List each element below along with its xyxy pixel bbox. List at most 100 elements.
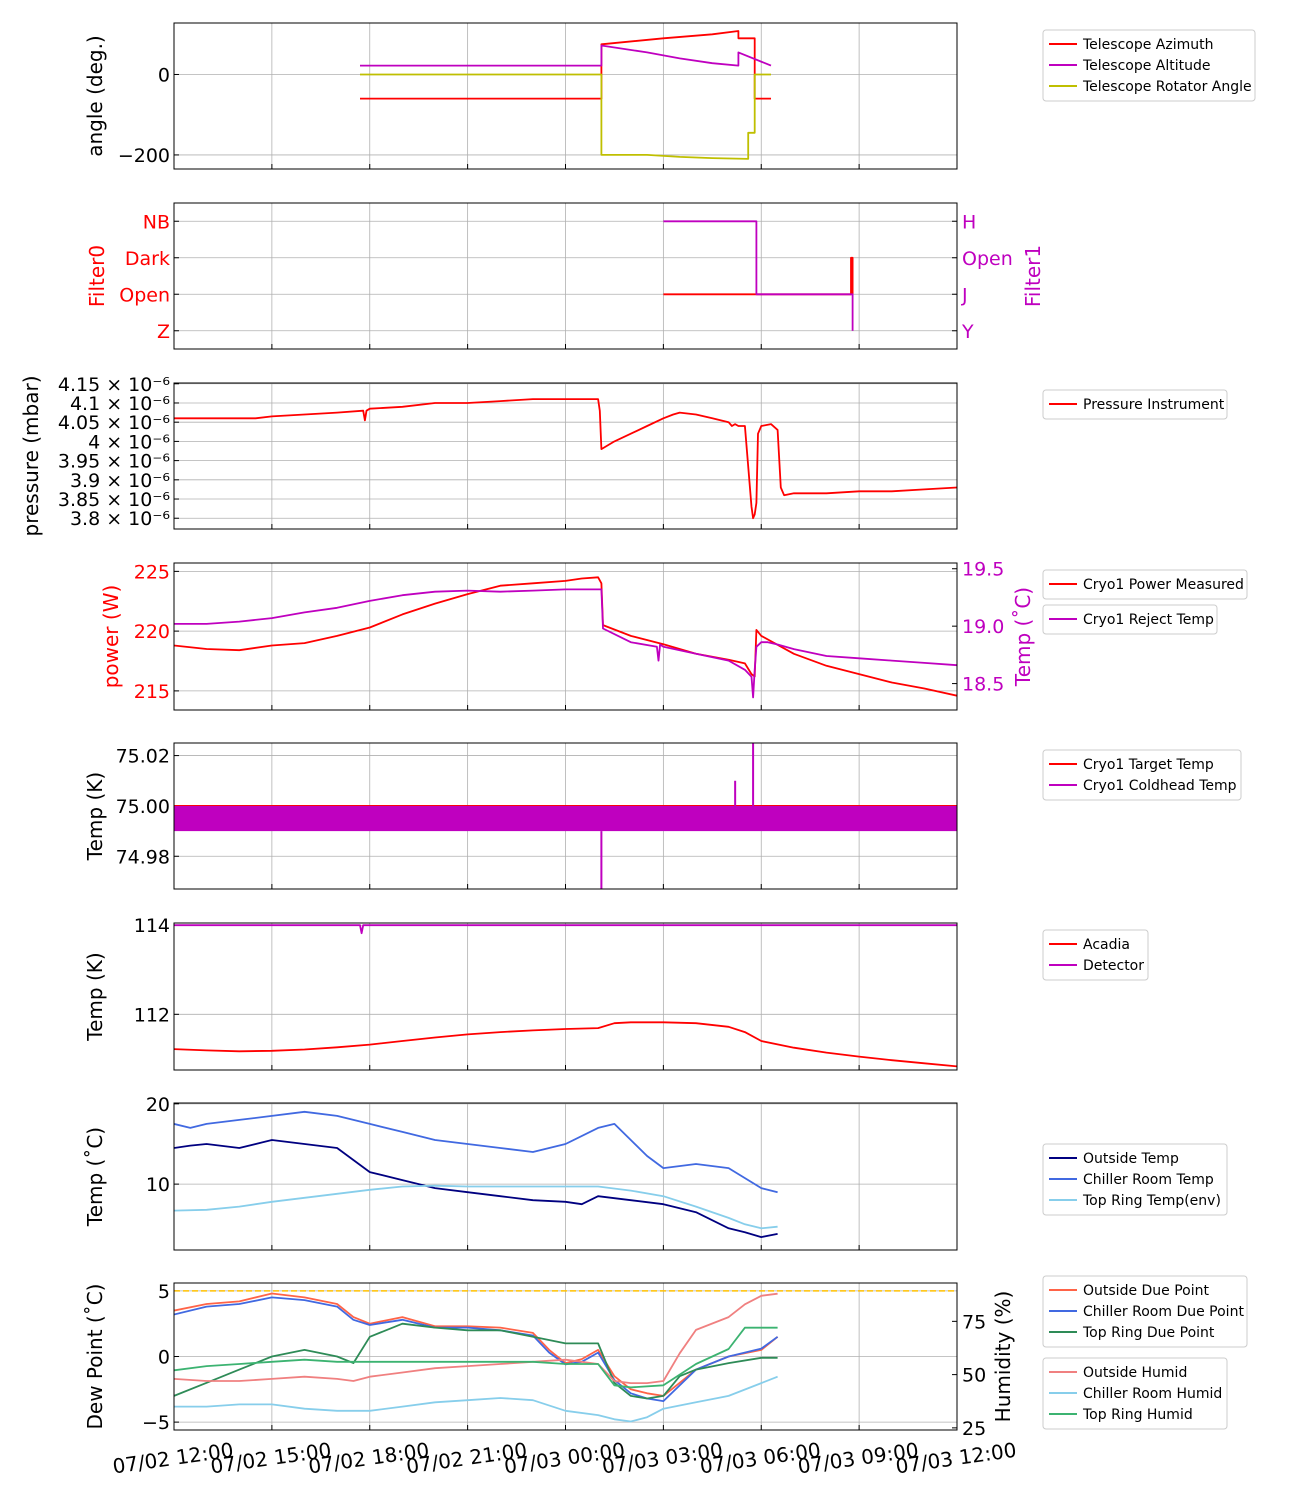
legend-entry: Chiller Room Due Point xyxy=(1083,1304,1244,1320)
y-axis-label: Dew Point (˚C) xyxy=(83,1283,107,1429)
legend: Cryo1 Target Temp Cryo1 Coldhead Temp xyxy=(1042,749,1242,801)
y-tick-label: 10 xyxy=(146,1174,170,1196)
panel-2: Z Open Dark NB YJ Open H Filter0 Filter1 xyxy=(85,202,1045,350)
y-tick-label: 75.02 xyxy=(116,746,170,768)
y-tick-label: 5 xyxy=(158,1281,170,1303)
y-tick-label: Open xyxy=(119,284,170,306)
panel-4: 215 220 225 18.5 19.0 19.5 power (W) Temp (˚C) C… xyxy=(99,559,1248,711)
panel-5: 74.98 75.00 75.02 Temp (K) Cryo1 Target Temp… xyxy=(83,742,1242,890)
y-tick-label-right: Open xyxy=(962,248,1013,270)
y-tick-label-right: 25 xyxy=(962,1418,986,1440)
y-tick-label: 4.15 × 10⁻⁶ xyxy=(58,374,170,396)
legend-entry: Telescope Altitude xyxy=(1082,58,1211,74)
legend-entry: Top Ring Temp(env) xyxy=(1082,1193,1221,1209)
y-tick-label: Z xyxy=(157,321,170,343)
plot-area xyxy=(360,30,772,160)
series-pressure-instrument xyxy=(174,398,957,520)
y-tick-label: −200 xyxy=(118,145,170,167)
series-chiller-room-due-point xyxy=(174,1296,779,1402)
legend-entry: Detector xyxy=(1083,958,1144,974)
panel-6: 112 114 Temp (K) Acadia Detector xyxy=(83,915,1149,1071)
legend-entry: Outside Humid xyxy=(1083,1365,1187,1381)
legend-frame xyxy=(1042,1275,1248,1348)
legend-frame xyxy=(1042,389,1228,420)
y-tick-label: 112 xyxy=(134,1004,170,1026)
y-tick-label: 0 xyxy=(158,64,170,86)
y-tick-label: NB xyxy=(143,211,170,233)
y-tick-label-right: 19.0 xyxy=(962,616,1004,638)
axes-frame xyxy=(173,382,958,530)
y-tick-label: 3.95 × 10⁻⁶ xyxy=(58,451,170,473)
y-axis-label-right: Temp (˚C) xyxy=(1011,587,1035,687)
axes-frame xyxy=(173,922,958,1071)
legend-entry: Telescope Rotator Angle xyxy=(1082,79,1252,95)
plot-area xyxy=(174,576,957,699)
y-axis-label: power (W) xyxy=(99,585,123,689)
series-chiller-room-temp xyxy=(174,1110,778,1194)
series-telescope-rotator-angle xyxy=(360,73,771,160)
y-tick-label-right: 18.5 xyxy=(962,674,1004,696)
y-tick-label-right: H xyxy=(962,211,976,233)
legend-frame xyxy=(1042,929,1149,981)
plot-area xyxy=(174,398,957,520)
series-band-cryo1-coldhead-temp xyxy=(174,805,957,832)
legend-entry: Cryo1 Power Measured xyxy=(1083,577,1244,593)
legend-frame xyxy=(1042,749,1242,801)
panel-7: 10 20 Temp (˚C) Outside Temp Chiller Room Te… xyxy=(83,1094,1228,1251)
legend-entry: Outside Due Point xyxy=(1083,1283,1210,1299)
y-tick-label: 3.9 × 10⁻⁶ xyxy=(70,470,170,492)
y-tick-label: 4.1 × 10⁻⁶ xyxy=(70,393,170,415)
series-outside-due-point xyxy=(174,1292,779,1397)
axes-frame xyxy=(173,742,958,890)
legend: Acadia Detector xyxy=(1042,929,1149,981)
legend: Outside Due Point Chiller Room Due Point T… xyxy=(1042,1275,1248,1348)
plot-area xyxy=(174,1110,778,1238)
legend-entry: Top Ring Due Point xyxy=(1082,1325,1215,1341)
y-tick-label: 75.00 xyxy=(116,796,170,818)
legend-entry: Acadia xyxy=(1083,937,1130,953)
y-tick-label: 4.05 × 10⁻⁶ xyxy=(58,412,170,434)
y-tick-label: −5 xyxy=(142,1412,170,1434)
y-tick-label: 220 xyxy=(134,621,170,643)
y-tick-label-right: 75 xyxy=(962,1311,986,1333)
y-tick-label: 3.8 × 10⁻⁶ xyxy=(70,508,170,530)
y-tick-label: 20 xyxy=(146,1094,170,1116)
series-detector xyxy=(174,924,957,935)
series-outside-temp xyxy=(174,1139,778,1238)
y-axis-label: Filter0 xyxy=(85,245,109,307)
axes-frame xyxy=(173,22,958,170)
legend: Outside Humid Chiller Room Humid Top Ring … xyxy=(1042,1357,1228,1430)
legend-frame xyxy=(1042,1143,1228,1216)
series-top-ring-temp-env xyxy=(174,1184,778,1230)
legend: Telescope Azimuth Telescope Altitude Teles… xyxy=(1042,29,1256,102)
legend-entry: Cryo1 Target Temp xyxy=(1083,757,1214,773)
y-tick-label: 215 xyxy=(134,681,170,703)
series-filter0 xyxy=(663,256,854,296)
series-chiller-room-humid xyxy=(174,1375,778,1423)
plot-area xyxy=(663,220,854,331)
y-tick-label: 74.98 xyxy=(116,846,170,868)
legend-entry: Telescope Azimuth xyxy=(1082,37,1213,53)
panel-8: −5 0 5 25 50 75 Dew Point (˚C) Humidity (%) Outs… xyxy=(83,1275,1248,1440)
legend: Pressure Instrument xyxy=(1042,389,1228,420)
y-tick-label-right: Y xyxy=(961,321,974,343)
series-telescope-azimuth xyxy=(360,30,771,100)
y-tick-label: 3.85 × 10⁻⁶ xyxy=(58,489,170,511)
y-axis-label: Temp (K) xyxy=(83,952,107,1041)
legend: Cryo1 Reject Temp xyxy=(1042,604,1218,635)
y-axis-label: Temp (˚C) xyxy=(83,1127,107,1227)
legend-entry: Top Ring Humid xyxy=(1082,1407,1193,1423)
y-axis-label: angle (deg.) xyxy=(83,35,107,157)
plot-area xyxy=(174,743,957,889)
series-top-ring-due-point xyxy=(174,1322,778,1400)
legend-entry: Cryo1 Reject Temp xyxy=(1083,612,1214,628)
series-filter1 xyxy=(663,220,854,331)
axes-frame xyxy=(173,1282,958,1431)
legend-entry: Chiller Room Temp xyxy=(1083,1172,1214,1188)
series-cryo1-reject-temp xyxy=(174,588,957,699)
legend-frame xyxy=(1042,569,1248,600)
plot-area xyxy=(174,1290,957,1423)
series-top-ring-humid xyxy=(174,1326,778,1389)
